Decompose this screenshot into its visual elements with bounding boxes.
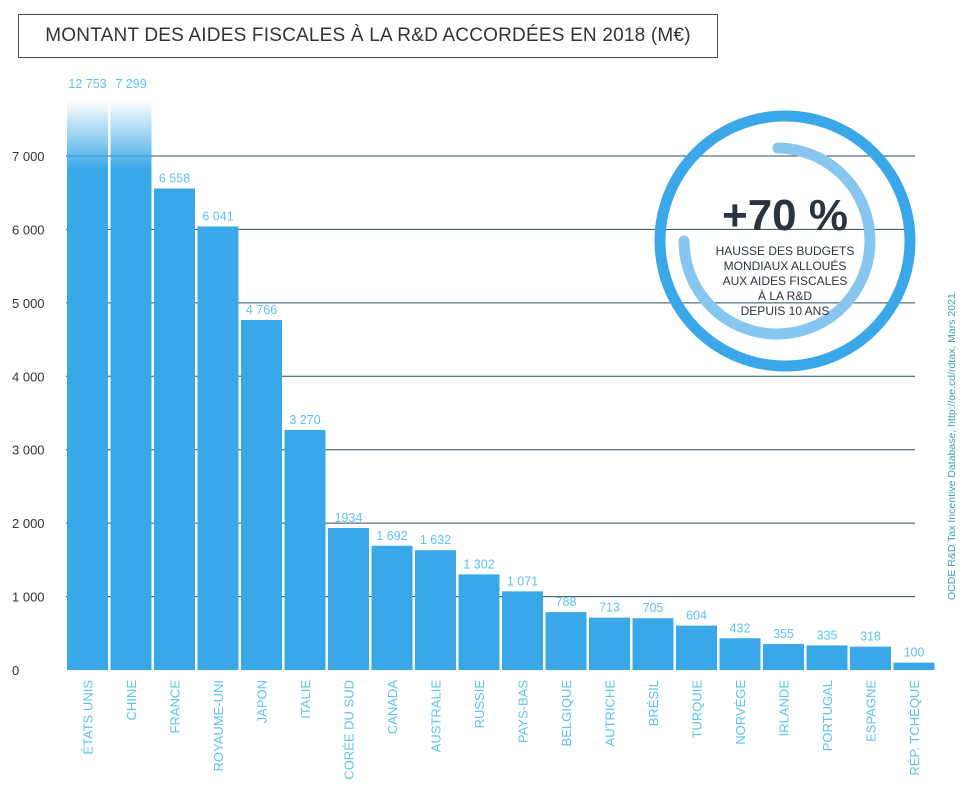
x-tick-label: RUSSIE [472,680,487,729]
x-tick-label: ROYAUME-UNI [211,680,226,771]
bar [328,527,369,670]
callout: +70 % HAUSSE DES BUDGETS MONDIAUX ALLOUÉ… [680,188,890,319]
bar-overflow-fade [67,100,108,170]
source-text: OCDE R&D Tax Incentive Database, http://… [946,290,958,600]
value-label: 1 692 [376,529,407,543]
value-label: 1 632 [420,533,451,547]
bar [719,638,761,670]
bar [371,545,413,670]
callout-ring-inner-arc [678,142,876,340]
value-label: 6 558 [159,171,190,185]
y-tick-label: 2 000 [12,516,45,531]
bar [850,646,891,670]
x-tick-label: PAYS-BAS [516,680,531,743]
y-tick-label: 1 000 [12,590,45,605]
bar [154,188,195,670]
value-label: 335 [817,628,838,642]
bar [806,645,848,670]
x-tick-label: AUTRICHE [603,680,618,747]
bar [458,574,500,670]
bar [545,612,587,670]
y-tick-label: 3 000 [12,443,45,458]
bar [502,591,543,670]
value-label: 604 [686,609,707,623]
value-label: 6 041 [202,209,233,223]
value-label: 4 766 [246,303,277,317]
bars [67,100,935,670]
x-tick-label: PORTUGAL [820,680,835,751]
y-tick-label: 4 000 [12,369,45,384]
y-axis-ticks: 0 1 000 2 000 3 000 4 000 5 000 6 000 7 000 [12,149,45,678]
callout-ring-outer [654,110,916,372]
y-tick-label: 6 000 [12,222,45,237]
x-tick-label: CORÉE DU SUD [342,680,357,780]
chart-title-box: MONTANT DES AIDES FISCALES À LA R&D ACCO… [18,14,718,58]
y-tick-label: 0 [12,663,19,678]
value-label: 705 [643,601,664,615]
value-label: 1934 [335,511,363,525]
x-tick-label: BELGIQUE [559,680,574,747]
x-tick-label: ÉTATS UNIS [81,680,96,755]
bar [893,662,935,670]
value-label: 713 [599,601,620,615]
value-label: 3 270 [289,413,320,427]
x-tick-label: CANADA [385,680,400,735]
bar [763,643,804,670]
value-label: 788 [556,595,577,609]
bar [284,429,326,670]
x-tick-label: CHINE [124,680,139,721]
x-tick-label: IRLANDE [777,680,792,737]
bar [415,550,456,670]
x-tick-label: ITALIE [298,680,313,719]
value-label: 1 302 [463,557,494,571]
y-tick-label: 5 000 [12,296,45,311]
bar [676,625,717,670]
bar [241,320,282,670]
callout-description: HAUSSE DES BUDGETS MONDIAUX ALLOUÉS AUX … [715,244,855,318]
value-label: 318 [860,630,881,644]
bar [67,170,108,670]
y-tick-label: 7 000 [12,149,45,164]
x-tick-label: BRÉSIL [646,680,661,726]
bar [632,618,674,670]
x-tick-label: AUSTRALIE [429,680,444,753]
x-tick-label: NORVÈGE [733,680,748,745]
x-tick-label: TURQUIE [690,680,705,739]
value-labels: 12 753 7 299 6 558 6 041 4 766 3 270 1934 1 692… [68,77,924,660]
value-label: 355 [773,627,794,641]
x-tick-label: ESPAGNE [864,680,879,742]
x-tick-label: FRANCE [168,680,183,734]
value-label: 7 299 [115,77,146,91]
chart-title: MONTANT DES AIDES FISCALES À LA R&D ACCO… [45,25,691,46]
callout-ring [654,110,916,372]
bar [110,170,152,670]
bar [589,617,630,670]
bar [197,226,239,670]
value-label: 100 [904,646,925,660]
callout-value: +70 % [722,191,848,240]
bar-overflow-fade [110,100,152,170]
x-tick-label: RÉP. TCHÈQUE [907,680,922,776]
value-label: 432 [730,621,751,635]
x-axis-labels: ÉTATS UNIS CHINE FRANCE ROYAUME-UNI JAPON ITA… [81,680,923,780]
x-tick-label: JAPON [255,680,270,723]
value-label: 12 753 [68,77,106,91]
value-label: 1 071 [507,574,538,588]
